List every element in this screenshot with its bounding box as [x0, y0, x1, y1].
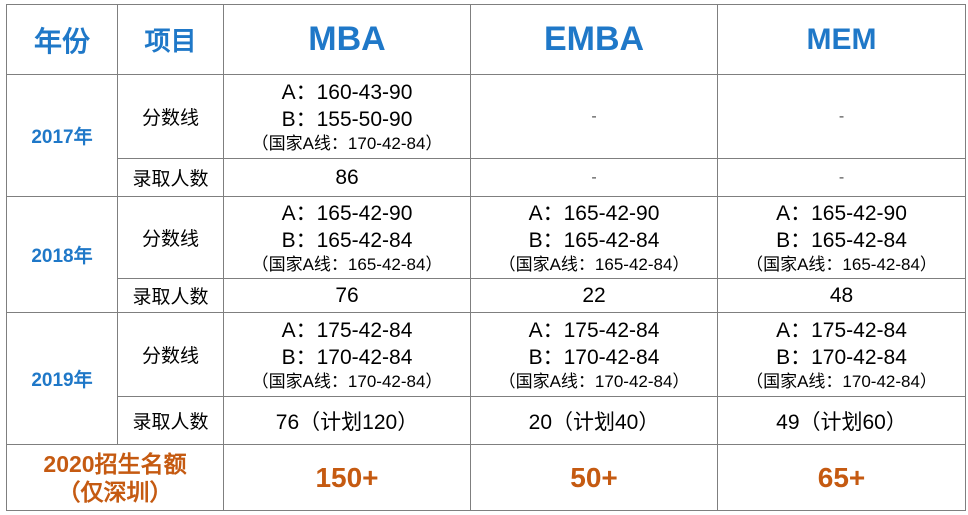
score-b: B：165-42-84 — [528, 228, 660, 252]
national-line-note: （国家A线：170-42-84） — [251, 371, 443, 391]
header-row: 年份 项目 MBA EMBA MEM — [6, 4, 966, 75]
score-cell-emba: A：175-42-84 B：170-42-84 （国家A线：170-42-84） — [470, 312, 718, 397]
national-line-note: （国家A线：165-42-84） — [251, 254, 443, 274]
admit-label: 录取人数 — [117, 278, 224, 313]
table-row: 2018年 分数线 A：165-42-90 B：165-42-84 （国家A线：… — [6, 196, 966, 313]
score-cell-emba: - — [470, 74, 718, 159]
year-2019: 2019年 — [6, 312, 118, 445]
table-row: 录取人数 86 - - — [7, 158, 966, 197]
header-item: 项目 — [117, 4, 224, 75]
quota-emba: 50+ — [470, 444, 718, 511]
quota-label-line1: 2020招生名额 — [43, 450, 187, 477]
score-a: A：160-43-90 — [281, 80, 413, 104]
national-line-note: （国家A线：170-42-84） — [498, 371, 690, 391]
score-cell-mem: - — [717, 74, 966, 159]
score-b: B：170-42-84 — [281, 345, 413, 369]
score-a: A：175-42-84 — [528, 318, 660, 342]
quota-row: 2020招生名额 （仅深圳） 150+ 50+ 65+ — [6, 444, 966, 511]
quota-label-line2: （仅深圳） — [57, 478, 173, 505]
table-row: 2017年 分数线 A：160-43-90 B：155-50-90 （国家A线：… — [6, 74, 966, 197]
quota-mem: 65+ — [717, 444, 966, 511]
header-mem: MEM — [717, 4, 966, 75]
score-cell-emba: A：165-42-90 B：165-42-84 （国家A线：165-42-84） — [470, 196, 718, 279]
score-b: B：165-42-84 — [281, 228, 413, 252]
year-2018: 2018年 — [6, 196, 118, 313]
table-row: 录取人数 76 22 48 — [7, 278, 966, 313]
score-label: 分数线 — [117, 74, 224, 159]
score-cell-mba: A：160-43-90 B：155-50-90 （国家A线：170-42-84） — [223, 74, 471, 159]
header-mba: MBA — [223, 4, 471, 75]
admit-mem: 48 — [717, 278, 966, 313]
quota-mba: 150+ — [223, 444, 471, 511]
score-a: A：165-42-90 — [528, 201, 660, 225]
admit-emba: - — [470, 158, 718, 197]
quota-label: 2020招生名额 （仅深圳） — [6, 444, 224, 511]
header-emba: EMBA — [470, 4, 718, 75]
admit-emba: 22 — [470, 278, 718, 313]
score-cell-mem: A：165-42-90 B：165-42-84 （国家A线：165-42-84） — [717, 196, 966, 279]
year-2017: 2017年 — [6, 74, 118, 197]
header-year: 年份 — [6, 4, 118, 75]
table-row: 2019年 分数线 A：175-42-84 B：170-42-84 （国家A线：… — [6, 312, 966, 445]
score-a: A：165-42-90 — [776, 201, 907, 225]
score-cell-mem: A：175-42-84 B：170-42-84 （国家A线：170-42-84） — [717, 312, 966, 397]
admit-emba: 20（计划40） — [470, 396, 718, 445]
admit-label: 录取人数 — [117, 158, 224, 197]
admit-label: 录取人数 — [117, 396, 224, 445]
admission-table: 年份 项目 MBA EMBA MEM 2017年 分数线 A：160-43-90… — [6, 4, 966, 511]
table-row: 录取人数 76（计划120） 20（计划40） 49（计划60） — [7, 396, 966, 445]
score-a: A：175-42-84 — [281, 318, 413, 342]
score-b: B：170-42-84 — [528, 345, 660, 369]
score-label: 分数线 — [117, 196, 224, 279]
admit-mba: 86 — [223, 158, 471, 197]
admit-mem: - — [717, 158, 966, 197]
admit-mba: 76 — [223, 278, 471, 313]
score-a: A：165-42-90 — [281, 201, 413, 225]
score-a: A：175-42-84 — [776, 318, 907, 342]
score-b: B：170-42-84 — [776, 345, 907, 369]
national-line-note: （国家A线：170-42-84） — [746, 371, 937, 391]
score-b: B：155-50-90 — [281, 107, 413, 131]
score-b: B：165-42-84 — [776, 228, 907, 252]
national-line-note: （国家A线：165-42-84） — [498, 254, 690, 274]
national-line-note: （国家A线：170-42-84） — [251, 133, 443, 153]
score-label: 分数线 — [117, 312, 224, 397]
national-line-note: （国家A线：165-42-84） — [746, 254, 937, 274]
score-cell-mba: A：165-42-90 B：165-42-84 （国家A线：165-42-84） — [223, 196, 471, 279]
admit-mem: 49（计划60） — [717, 396, 966, 445]
admit-mba: 76（计划120） — [223, 396, 471, 445]
score-cell-mba: A：175-42-84 B：170-42-84 （国家A线：170-42-84） — [223, 312, 471, 397]
